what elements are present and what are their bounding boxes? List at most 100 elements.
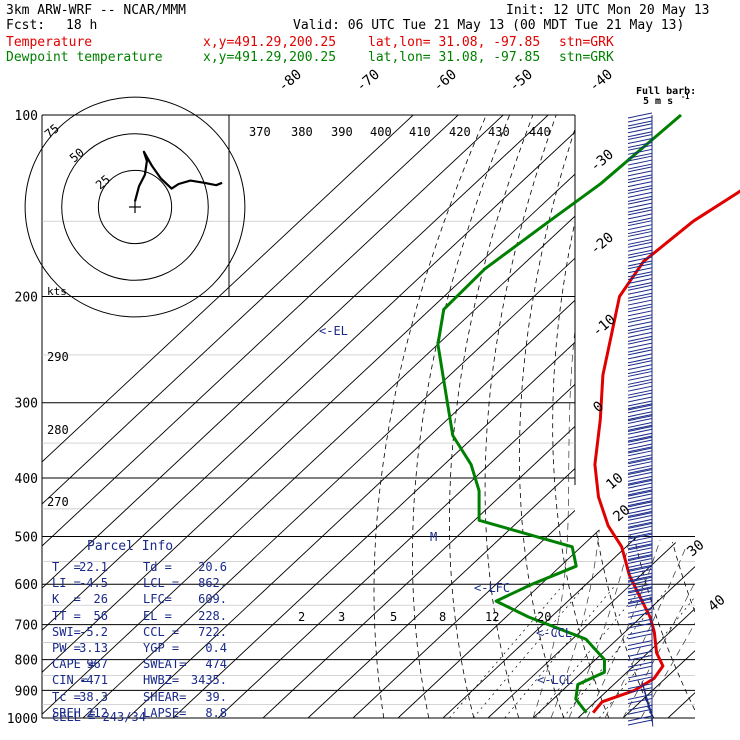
parcel-info-value: LFC= <box>143 592 172 607</box>
wind-barb <box>627 374 653 381</box>
wind-barb <box>627 661 653 668</box>
parcel-info-value: LI = <box>52 576 81 591</box>
wind-barb <box>627 583 653 590</box>
pressure-label-200: 200 <box>15 291 38 306</box>
wind-barb <box>651 714 654 727</box>
wind-barb <box>627 719 653 726</box>
dry-adiabat-label: 440 <box>529 125 551 139</box>
moist-adiabat <box>622 296 695 718</box>
wind-barb <box>627 142 653 149</box>
wind-barb <box>627 629 653 636</box>
wind-barb <box>627 454 653 461</box>
wind-barb <box>627 353 653 360</box>
wind-barb <box>627 469 653 476</box>
pressure-label-600: 600 <box>15 578 38 593</box>
wind-barb <box>627 404 653 411</box>
wind-barb <box>627 267 653 274</box>
parcel-info-value: 609. <box>198 592 227 607</box>
parcel-annotation: <-EL <box>319 324 348 338</box>
wind-barb <box>627 607 653 614</box>
wind-barb <box>627 715 653 722</box>
dry-adiabat <box>411 115 510 718</box>
sounding-profiles <box>436 113 740 714</box>
wind-barb <box>627 306 653 313</box>
parcel-info-value: HWBZ= <box>143 673 180 688</box>
isotherm-line <box>667 115 695 718</box>
mixing-ratio-label: 5 <box>390 610 397 624</box>
wind-barb <box>627 278 653 285</box>
wind-barb <box>627 230 653 237</box>
wind-barb <box>627 435 653 442</box>
wind-barb <box>627 533 653 540</box>
parcel-info-value: SHEAR= <box>143 689 187 704</box>
wind-barb <box>627 522 653 529</box>
parcel-info-value: 38.3 <box>79 689 108 704</box>
wind-barb <box>627 493 653 500</box>
wind-barb <box>627 415 653 422</box>
wind-barb <box>627 381 653 388</box>
parcel-info-value: SREH = <box>52 705 96 720</box>
wind-barb <box>627 252 653 259</box>
parcel-annotation: M <box>430 530 437 544</box>
full-barb-label: Full barb: <box>636 86 696 97</box>
wind-barb <box>627 288 653 295</box>
wind-barb <box>627 497 653 504</box>
parcel-info-value: 26 <box>93 592 108 607</box>
wind-barb <box>627 540 653 547</box>
parcel-info-value: PW = <box>52 641 81 655</box>
parcel-info-value: CCL = <box>143 624 180 639</box>
wind-barb <box>627 547 653 554</box>
forecast-label: Fcst: <box>6 18 46 33</box>
isotherm-label: 30 <box>684 537 707 560</box>
dry-adiabat <box>552 115 610 718</box>
init-time: Init: 12 UTC Mon 20 May 13 <box>506 3 710 18</box>
wind-barb <box>627 303 653 310</box>
wind-barb <box>627 163 653 170</box>
parcel-info-value: 3435. <box>190 673 227 688</box>
parcel-info-value: 212 <box>86 705 108 720</box>
wind-barb <box>627 181 653 188</box>
wind-barb <box>627 245 653 252</box>
pressure-label-300: 300 <box>15 397 38 412</box>
isotherm-label: -40 <box>586 67 616 96</box>
parcel-info-value: 0.4 <box>205 641 227 655</box>
wind-barb <box>627 314 653 321</box>
isotherm-line <box>262 115 695 718</box>
wind-barb <box>627 471 653 478</box>
isotherm-label: -50 <box>506 67 536 96</box>
wind-barb <box>627 170 653 177</box>
mixing-ratio-label: 12 <box>485 610 499 624</box>
wind-barb <box>627 532 653 539</box>
wind-barb <box>627 557 653 564</box>
wind-barb <box>627 282 653 289</box>
parcel-annotation: <-LFC <box>474 581 510 595</box>
temperature-profile <box>591 189 740 714</box>
wind-barb <box>627 439 653 446</box>
isotherm-line <box>42 115 594 718</box>
wind-barb <box>627 331 653 338</box>
wind-barb <box>627 263 653 270</box>
wind-barb <box>627 187 653 194</box>
wind-barb <box>627 665 653 672</box>
hodograph-speed-label: kts <box>47 285 67 298</box>
wind-barb <box>627 579 653 586</box>
parcel-info-value: LCL = <box>143 576 180 591</box>
wind-barb <box>627 127 653 134</box>
isotherm-line <box>532 115 695 718</box>
wind-barb <box>627 325 653 332</box>
wind-barb <box>627 486 653 493</box>
isotherm-label: 10 <box>603 470 626 493</box>
wind-barb <box>627 346 653 353</box>
wind-barb <box>627 572 653 579</box>
wind-barb <box>627 708 653 715</box>
dewpoint-station: stn=GRK <box>559 50 614 65</box>
parcel-info-cell: CELL = 243/34 <box>52 710 146 724</box>
wind-barb <box>627 428 653 435</box>
dry-adiabat-label: 400 <box>370 125 392 139</box>
wind-barb <box>627 414 653 420</box>
wind-barb <box>627 317 653 324</box>
parcel-info-value: K = <box>52 592 81 607</box>
wind-barb <box>627 704 653 711</box>
wind-barb <box>627 525 653 532</box>
